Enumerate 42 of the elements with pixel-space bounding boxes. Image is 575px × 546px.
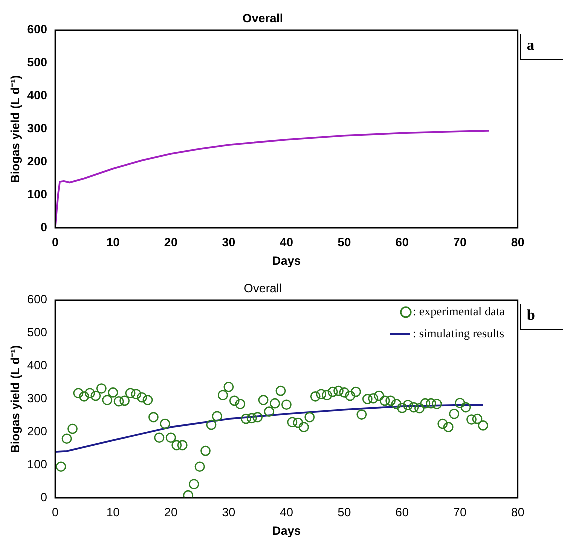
y-tick-label: 600: [27, 292, 48, 307]
x-tick-label: 20: [164, 236, 178, 250]
y-tick-label: 0: [40, 490, 48, 505]
x-tick-label: 50: [338, 506, 352, 520]
x-axis-title: Days: [272, 524, 302, 538]
x-tick-label: 70: [454, 506, 468, 520]
x-tick-label: 30: [222, 506, 236, 520]
x-tick-label: 10: [106, 236, 120, 250]
legend-label: : simulating results: [413, 326, 505, 341]
x-tick-label: 0: [52, 236, 60, 250]
text: a: [520, 34, 563, 60]
x-tick-label: 20: [164, 506, 178, 520]
text: b: [520, 304, 563, 330]
x-tick-label: 10: [106, 506, 120, 520]
y-axis-title: Biogas yield (L d⁻¹): [8, 345, 23, 454]
legend-label: : experimental data: [413, 304, 506, 319]
y-tick-label: 400: [27, 88, 48, 103]
x-axis-title: Days: [272, 254, 302, 268]
y-tick-label: 600: [27, 22, 48, 37]
y-tick-label: 500: [27, 326, 48, 340]
y-tick-label: 300: [27, 122, 48, 136]
x-tick-label: 50: [338, 236, 352, 250]
x-tick-label: 80: [511, 506, 525, 520]
y-tick-label: 500: [27, 56, 48, 70]
y-tick-label: 100: [27, 458, 48, 472]
y-tick-label: 0: [40, 220, 48, 235]
x-tick-label: 40: [280, 236, 294, 250]
chart-title: Overall: [244, 282, 282, 296]
x-tick-label: 0: [52, 506, 60, 520]
y-tick-label: 200: [27, 424, 48, 439]
x-tick-label: 80: [511, 236, 525, 250]
y-tick-label: 400: [27, 358, 48, 373]
x-tick-label: 70: [454, 236, 468, 250]
y-tick-label: 300: [27, 392, 48, 406]
y-axis-title: Biogas yield (L d⁻¹): [8, 75, 23, 184]
x-tick-label: 60: [396, 236, 410, 250]
chart-title: Overall: [242, 12, 284, 26]
y-tick-label: 100: [27, 188, 48, 202]
x-tick-label: 60: [396, 506, 410, 520]
x-tick-label: 40: [280, 506, 294, 520]
x-tick-label: 30: [222, 236, 236, 250]
y-tick-label: 200: [27, 154, 48, 169]
